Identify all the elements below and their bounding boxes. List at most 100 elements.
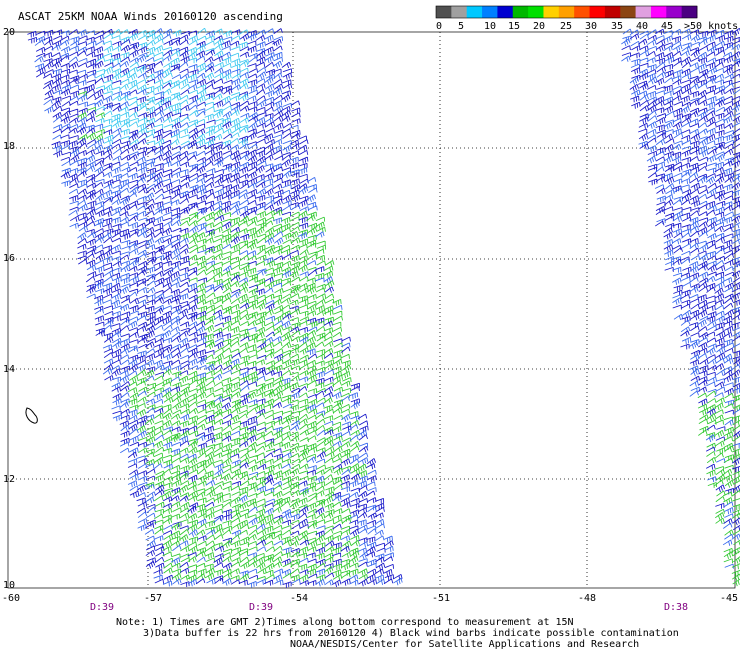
wind-barb xyxy=(307,394,317,399)
wind-barb xyxy=(222,556,232,563)
wind-barb xyxy=(197,535,207,542)
wind-barb xyxy=(672,161,683,167)
wind-barb xyxy=(698,128,708,135)
wind-barb xyxy=(281,463,291,469)
wind-barb xyxy=(120,111,130,118)
wind-barb xyxy=(324,457,334,464)
wind-barb xyxy=(154,84,164,92)
wind-barb xyxy=(298,222,309,230)
wind-barb xyxy=(238,240,249,246)
wind-barb xyxy=(112,223,122,230)
wind-barb xyxy=(223,79,233,85)
wind-barb xyxy=(699,408,709,416)
wind-barb xyxy=(654,184,665,190)
wind-barb xyxy=(256,194,266,202)
wind-barb xyxy=(248,79,258,86)
wind-barb xyxy=(223,88,233,95)
wind-barb xyxy=(682,266,692,273)
wind-barb xyxy=(306,456,317,463)
wind-barb xyxy=(316,226,326,233)
wind-barb xyxy=(94,53,104,60)
wind-barb xyxy=(214,214,225,222)
wind-barb xyxy=(306,329,317,337)
wind-barb xyxy=(145,560,156,569)
wind-barb xyxy=(255,452,265,458)
wind-barb xyxy=(264,204,275,211)
wind-barb xyxy=(213,369,223,376)
wind-barb xyxy=(298,392,308,399)
wind-barb xyxy=(145,436,156,444)
wind-barb xyxy=(340,458,351,466)
wind-barb xyxy=(239,321,250,327)
wind-barb xyxy=(170,133,181,140)
wind-barb xyxy=(112,276,122,284)
wind-barb xyxy=(307,234,317,241)
wind-barb xyxy=(121,166,131,173)
wind-barb xyxy=(119,67,130,76)
wind-barb xyxy=(298,173,308,179)
wind-barb xyxy=(723,122,734,130)
wind-barb xyxy=(723,522,733,529)
wind-barb xyxy=(213,331,223,339)
wind-barb xyxy=(341,501,351,508)
wind-barb xyxy=(77,50,87,57)
wind-barb xyxy=(715,343,725,349)
wind-barb xyxy=(222,128,232,135)
wind-barb xyxy=(333,338,343,344)
wind-barb xyxy=(247,407,257,414)
wind-barb xyxy=(229,52,240,58)
wind-barb xyxy=(715,34,726,42)
wind-barb xyxy=(733,524,740,531)
wind-barb xyxy=(238,179,249,187)
wind-barb xyxy=(333,304,343,310)
wind-barb xyxy=(290,216,300,222)
wind-barb xyxy=(102,40,112,46)
wind-barb xyxy=(690,67,700,73)
lat-label-18: 18 xyxy=(3,141,15,152)
wind-barb xyxy=(724,563,734,569)
wind-barb xyxy=(161,34,172,40)
wind-barb xyxy=(307,446,318,453)
wind-barb xyxy=(316,298,326,306)
wind-barb xyxy=(289,501,299,510)
wind-barb xyxy=(247,581,257,588)
wind-barb xyxy=(298,480,308,487)
wind-barb xyxy=(85,36,95,43)
wind-barb xyxy=(154,375,164,381)
wind-barb xyxy=(282,293,292,299)
wind-barb xyxy=(358,420,369,426)
wind-barb xyxy=(376,547,386,553)
wind-barb xyxy=(154,513,164,520)
wind-barb xyxy=(170,39,180,46)
wind-barb xyxy=(273,441,283,448)
wind-barb xyxy=(332,563,343,571)
wind-barb xyxy=(85,46,95,53)
wind-barb xyxy=(238,60,249,67)
wind-barb xyxy=(172,402,182,411)
wind-barb xyxy=(213,173,224,180)
wind-barb xyxy=(120,414,130,421)
wind-barb xyxy=(86,79,96,85)
wind-barb xyxy=(697,193,708,200)
wind-barb xyxy=(697,63,707,71)
wind-barb xyxy=(723,497,733,505)
wind-barb xyxy=(230,226,241,234)
wind-barb xyxy=(298,470,309,476)
pass-time-3: D:38 xyxy=(664,602,688,613)
wind-barb xyxy=(324,260,335,267)
wind-barb xyxy=(136,409,147,417)
wind-barb xyxy=(248,506,258,513)
wind-barb xyxy=(707,67,718,75)
wind-barb xyxy=(154,69,164,77)
wind-barb xyxy=(281,386,292,392)
wind-barb xyxy=(289,317,299,323)
wind-barb xyxy=(51,44,61,51)
wind-barb xyxy=(724,253,735,260)
wind-barb xyxy=(240,336,250,342)
wind-barb xyxy=(86,143,97,150)
wind-barb xyxy=(706,463,716,470)
wind-barb xyxy=(137,201,147,208)
wind-barb xyxy=(707,46,717,54)
wind-barb xyxy=(77,243,87,250)
wind-barb xyxy=(87,200,97,207)
